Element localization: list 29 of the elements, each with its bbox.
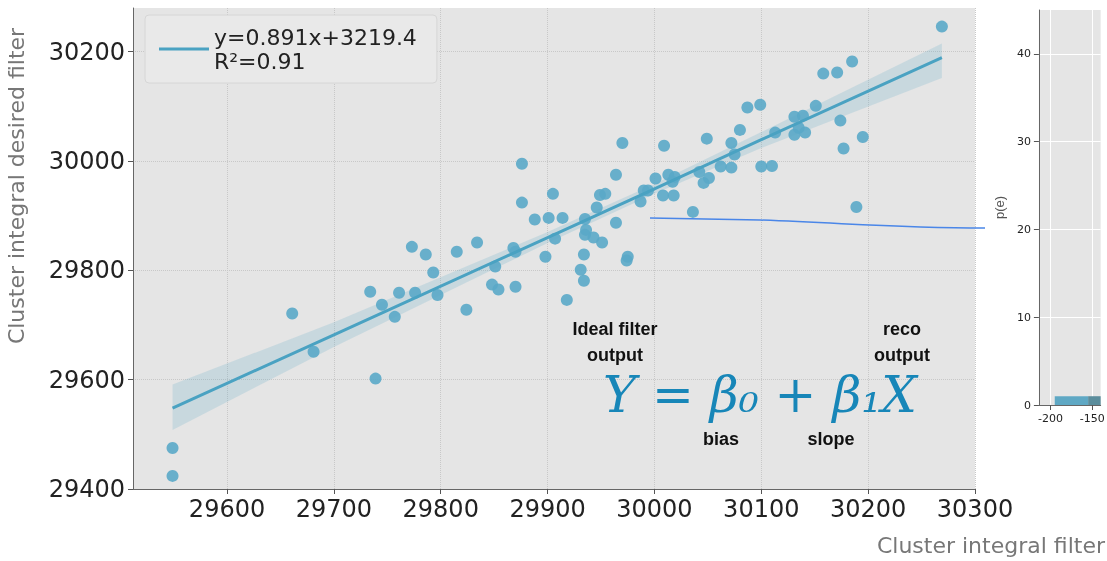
x-tick-label: 30200: [829, 495, 907, 523]
x-tick-label: 29900: [509, 495, 586, 523]
annotation: slope: [806, 428, 856, 451]
y-tick-label: 40: [1016, 47, 1031, 61]
annotation: Ideal filter output: [572, 319, 658, 365]
y-axis-title: Cluster integral desired filter: [3, 27, 29, 345]
y-axis-title: p(e): [992, 195, 1007, 220]
x-tick-label: 30000: [616, 495, 693, 523]
y-tick-label: 30: [1016, 135, 1031, 149]
x-tick-label: -200: [1038, 412, 1064, 425]
x-axis-title: Cluster integral filter: [876, 533, 1105, 558]
x-tick-label: -150: [1079, 412, 1105, 425]
y-tick-label: 10: [1016, 310, 1031, 324]
y-tick-label: 0: [1023, 398, 1031, 412]
x-tick-label: 30300: [936, 495, 1014, 523]
x-tick-label: 29800: [402, 495, 479, 523]
annotation: reco output: [874, 319, 930, 365]
legend-label: y=0.891x+3219.4 R²=0.91: [214, 24, 417, 74]
y-tick-label: 29400: [48, 475, 125, 503]
annotation: Y = β₀ + β₁X: [602, 365, 920, 425]
x-tick-label: 29600: [188, 495, 266, 523]
annotation: bias: [702, 428, 740, 451]
y-tick-label: 30200: [48, 37, 125, 66]
y-tick-label: 29800: [48, 256, 125, 285]
y-tick-label: 29600: [48, 365, 125, 394]
y-tick-label: 30000: [48, 147, 125, 176]
x-tick-label: 30100: [723, 495, 800, 523]
y-tick-label: 20: [1016, 222, 1031, 236]
x-tick-label: 29700: [295, 495, 373, 523]
